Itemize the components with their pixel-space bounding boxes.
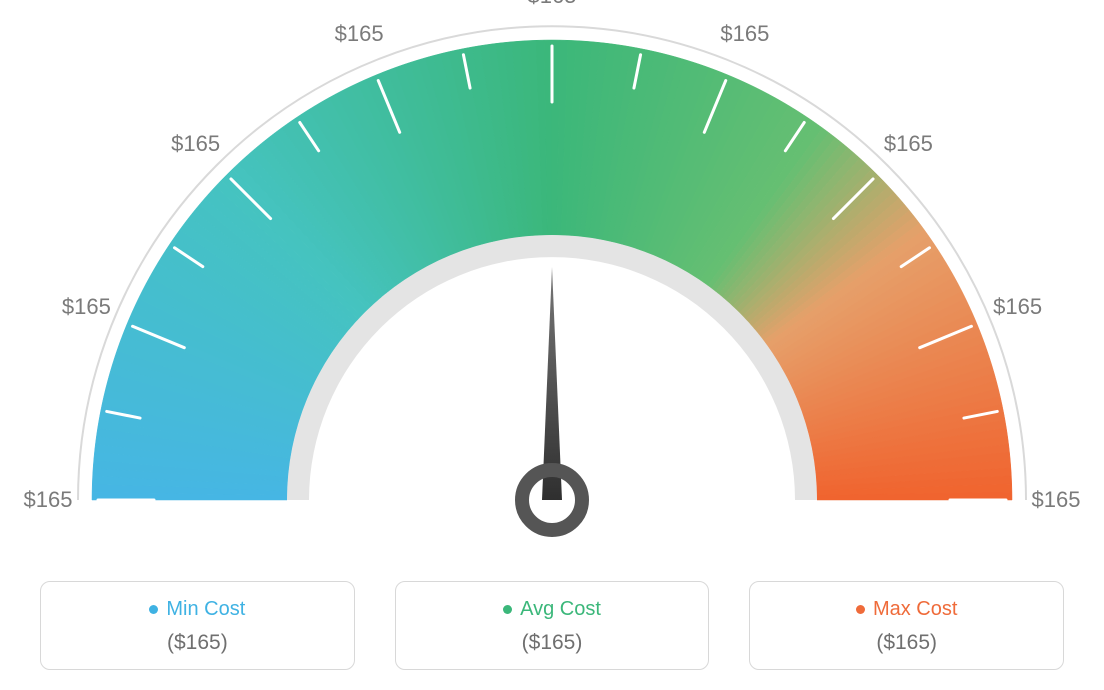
- gauge-tick-label: $165: [335, 21, 384, 47]
- legend-value: ($165): [51, 631, 344, 655]
- legend-title-min: Min Cost: [149, 598, 245, 621]
- legend-label: Min Cost: [166, 598, 245, 621]
- gauge-tick-label: $165: [62, 294, 111, 320]
- gauge-tick-label: $165: [528, 0, 577, 9]
- legend-label: Avg Cost: [520, 598, 601, 621]
- legend-card-min: Min Cost ($165): [40, 581, 355, 670]
- legend-row: Min Cost ($165) Avg Cost ($165) Max Cost…: [0, 581, 1104, 670]
- legend-title-avg: Avg Cost: [503, 598, 601, 621]
- legend-title-max: Max Cost: [856, 598, 957, 621]
- gauge-tick-label: $165: [720, 21, 769, 47]
- gauge-tick-label: $165: [884, 131, 933, 157]
- dot-icon: [856, 605, 865, 614]
- gauge-chart: $165 $165 $165 $165 $165 $165 $165 $165 $165: [0, 0, 1104, 560]
- gauge-tick-label: $165: [171, 131, 220, 157]
- gauge-svg: [0, 0, 1104, 560]
- legend-card-max: Max Cost ($165): [749, 581, 1064, 670]
- gauge-tick-label: $165: [993, 294, 1042, 320]
- dot-icon: [149, 605, 158, 614]
- legend-value: ($165): [406, 631, 699, 655]
- dot-icon: [503, 605, 512, 614]
- legend-label: Max Cost: [873, 598, 957, 621]
- gauge-tick-label: $165: [24, 487, 73, 513]
- legend-value: ($165): [760, 631, 1053, 655]
- legend-card-avg: Avg Cost ($165): [395, 581, 710, 670]
- gauge-tick-label: $165: [1032, 487, 1081, 513]
